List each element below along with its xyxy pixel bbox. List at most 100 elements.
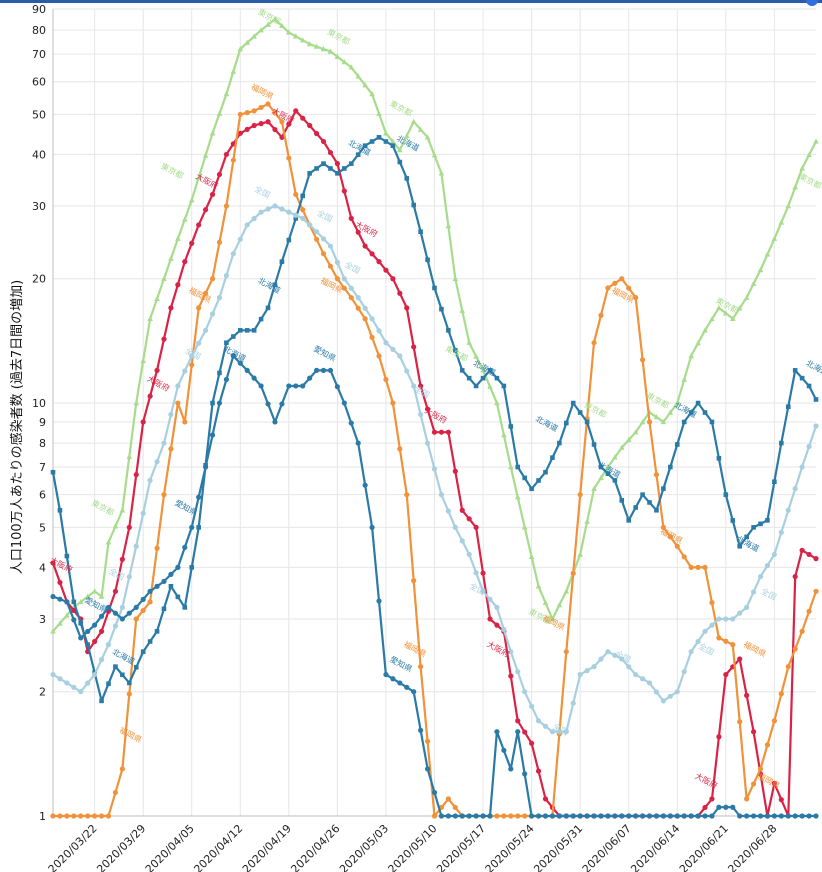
data-point <box>473 383 479 389</box>
data-point <box>355 305 361 311</box>
data-point <box>112 623 119 629</box>
data-point <box>750 589 757 595</box>
scroll-handle[interactable] <box>806 0 818 6</box>
data-point <box>279 119 285 125</box>
data-point <box>473 813 479 819</box>
data-point <box>196 525 201 530</box>
data-point <box>723 804 729 810</box>
data-point <box>390 143 396 148</box>
data-point <box>577 492 583 498</box>
data-point <box>105 604 112 610</box>
data-point <box>626 813 632 819</box>
data-point <box>224 340 229 346</box>
data-point <box>480 588 486 594</box>
data-point <box>286 383 292 389</box>
data-point <box>92 622 98 628</box>
data-point <box>792 368 798 373</box>
data-point <box>667 409 674 415</box>
data-point <box>355 440 361 446</box>
data-point <box>355 295 361 301</box>
data-point <box>216 110 223 116</box>
data-point <box>570 700 576 706</box>
data-point <box>508 813 514 819</box>
data-point <box>813 813 819 819</box>
data-point <box>251 375 257 381</box>
data-point <box>612 813 618 819</box>
data-point <box>709 813 715 819</box>
data-point <box>771 551 777 558</box>
data-point <box>431 813 438 819</box>
series-label: 北海道 <box>222 343 248 363</box>
data-point <box>202 152 209 158</box>
data-point <box>536 478 541 483</box>
data-point <box>612 478 618 483</box>
data-point <box>681 813 687 819</box>
data-point <box>806 383 812 389</box>
data-point <box>119 507 126 513</box>
data-point <box>383 130 389 136</box>
data-point <box>799 547 805 553</box>
data-point <box>466 813 472 819</box>
data-point <box>709 419 715 425</box>
data-point <box>625 436 632 443</box>
data-point <box>383 671 389 678</box>
data-point <box>591 813 597 819</box>
data-point <box>612 652 618 658</box>
data-point <box>459 368 465 373</box>
data-point <box>91 588 98 594</box>
y-tick-label: 60 <box>32 76 46 89</box>
data-point <box>480 570 486 576</box>
data-point <box>438 492 445 498</box>
data-point <box>764 813 771 819</box>
data-point <box>778 797 784 803</box>
data-point <box>119 556 125 562</box>
data-point <box>203 290 209 296</box>
data-point <box>57 507 63 513</box>
data-point <box>272 126 278 133</box>
data-point <box>99 698 104 704</box>
data-point <box>709 622 715 628</box>
data-point <box>342 166 347 171</box>
data-point <box>397 159 403 165</box>
data-point <box>605 471 611 476</box>
data-point <box>757 813 764 819</box>
data-point <box>688 649 694 655</box>
data-point <box>327 243 334 249</box>
data-point <box>161 492 167 498</box>
data-point <box>140 596 146 602</box>
data-point <box>188 197 195 203</box>
y-tick-label: 70 <box>32 48 46 61</box>
data-point <box>279 401 285 407</box>
data-point <box>78 635 84 641</box>
data-point <box>223 273 230 279</box>
data-point <box>307 122 313 129</box>
data-point <box>764 742 771 748</box>
data-point <box>112 610 119 616</box>
data-point <box>778 219 785 225</box>
data-point <box>612 280 618 286</box>
data-point <box>299 37 306 43</box>
series-3 <box>50 135 819 704</box>
data-point <box>508 649 514 655</box>
data-point <box>501 626 507 633</box>
series-label: 東京都 <box>159 161 185 181</box>
data-point <box>515 813 521 819</box>
data-point <box>508 424 514 429</box>
data-point <box>71 617 77 623</box>
y-tick-label: 10 <box>32 397 46 410</box>
data-point <box>452 813 458 819</box>
data-point <box>216 171 223 178</box>
data-point <box>424 440 431 446</box>
data-point <box>320 251 327 257</box>
data-point <box>584 668 590 674</box>
data-point <box>161 275 167 281</box>
data-point <box>494 604 500 610</box>
data-point <box>362 143 368 148</box>
data-point <box>203 464 209 470</box>
data-point <box>154 295 160 301</box>
data-point <box>272 16 278 22</box>
data-point <box>730 804 736 810</box>
data-point <box>203 327 209 333</box>
y-tick-label: 80 <box>32 24 46 37</box>
data-point <box>251 215 257 222</box>
